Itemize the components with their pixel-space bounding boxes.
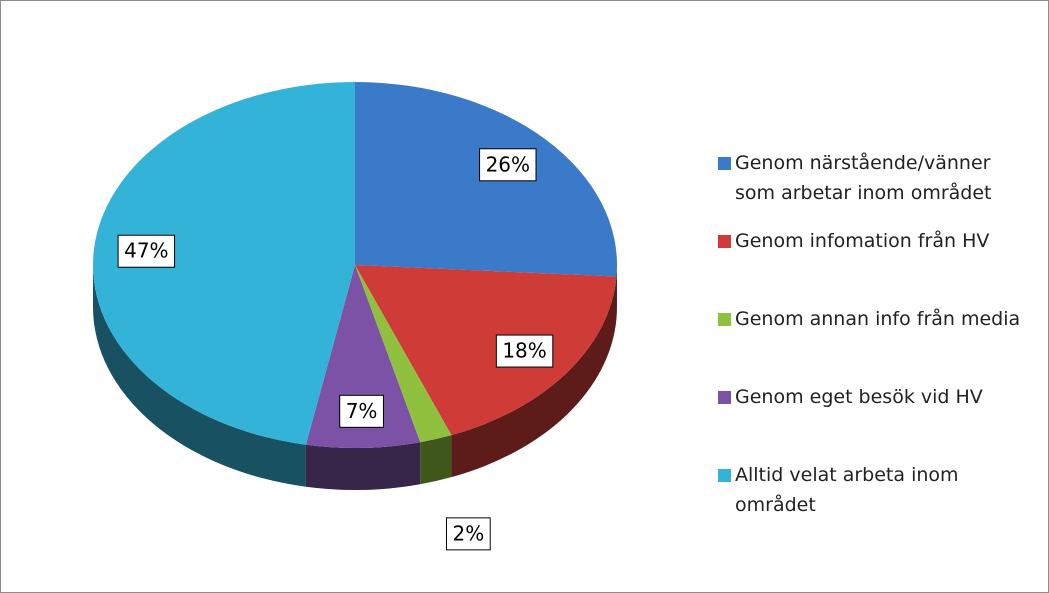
slice (93, 82, 355, 445)
legend-entry: Genom annan info från media (718, 304, 1048, 382)
legend-swatch (718, 391, 731, 404)
data-label-box (445, 517, 491, 551)
slice-side (616, 265, 617, 319)
data-label-group: 47% (117, 234, 176, 268)
legend-label: Genom närstående/vänner som arbetar inom… (735, 152, 992, 204)
legend-label: Alltid velat arbeta inom området (735, 464, 959, 516)
legend-entry: Genom infomation från HV (718, 226, 1048, 304)
legend-label: Genom eget besök vid HV (735, 386, 983, 408)
slice (355, 265, 617, 436)
slice (355, 265, 452, 443)
data-label: 26% (486, 152, 530, 176)
data-label: 47% (124, 239, 168, 263)
data-label-box (339, 394, 384, 428)
slice-side (305, 442, 421, 490)
data-label-box (495, 334, 554, 368)
legend-entry: Genom närstående/vänner som arbetar inom… (718, 148, 1048, 226)
legend-label: Genom infomation från HV (735, 230, 990, 252)
legend-label: Genom annan info från media (735, 308, 1021, 330)
data-label: 18% (502, 339, 546, 363)
legend-entry: Genom eget besök vid HV (718, 382, 1048, 460)
data-label: 2% (452, 521, 484, 545)
legend-swatch (718, 235, 731, 248)
legend-entry: Alltid velat arbeta inom området (718, 460, 1048, 538)
legend-swatch (718, 313, 731, 326)
slice-side (93, 265, 306, 487)
legend-swatch (718, 469, 731, 482)
data-label-box (479, 148, 537, 182)
legend: Genom närstående/vänner som arbetar inom… (718, 148, 1048, 538)
data-label-group: 2% (445, 517, 491, 551)
slice (305, 265, 421, 448)
data-label-group: 18% (495, 334, 554, 368)
slice-side (451, 276, 617, 478)
data-label: 7% (346, 399, 378, 423)
data-label-box (117, 234, 176, 268)
slice-side (420, 435, 452, 485)
data-label-group: 26% (479, 148, 537, 182)
data-label-group: 7% (339, 394, 384, 428)
legend-swatch (718, 157, 731, 170)
